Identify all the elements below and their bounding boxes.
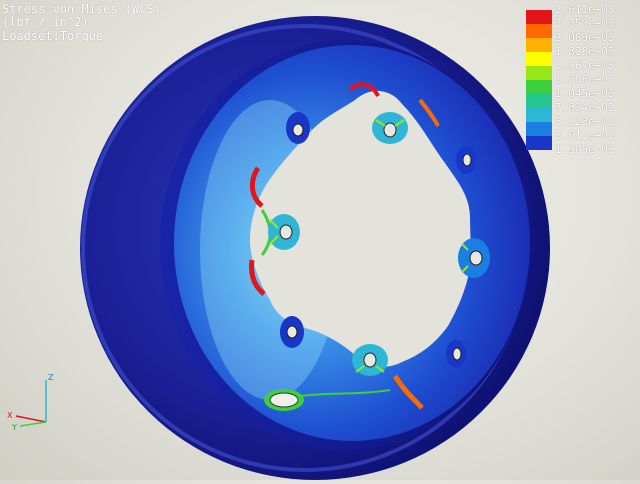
legend-value: 7.834e+02	[555, 101, 615, 114]
legend-row: 2.089e+03	[526, 32, 640, 52]
coordinate-triad: Z X Y	[7, 373, 54, 432]
legend-value: 5.223e+02	[555, 115, 615, 128]
legend-value: 2.611e+02	[555, 129, 615, 142]
stress-hotspot-left-low	[249, 259, 266, 296]
legend-row: 2.350e+03	[526, 18, 640, 38]
legend-value: 1.567e+03	[555, 59, 615, 72]
stress-band-lower	[299, 389, 391, 397]
legend-row: 2.611e+03	[526, 4, 640, 24]
stress-hotspot-left	[250, 166, 264, 208]
legend-row: 1.045e+03	[526, 88, 640, 108]
tab-upper-left	[286, 112, 310, 144]
lug-bottom	[352, 344, 388, 376]
legend-row: 1.567e+03	[526, 60, 640, 80]
legend-swatch	[526, 80, 552, 94]
legend-value: 1.305e-03	[555, 143, 615, 156]
stress-hotspot-upper	[348, 82, 380, 98]
valve-hole	[264, 389, 304, 411]
legend-value: 1.828e+03	[555, 45, 615, 58]
lug-left	[268, 214, 300, 250]
legend-value: 1.045e+03	[555, 87, 615, 100]
center-hole	[250, 90, 471, 367]
legend-row: 1.828e+03	[526, 46, 640, 66]
legend-row: 1.305e-03	[526, 144, 640, 164]
legend-swatch	[526, 52, 552, 66]
result-title: Stress von Mises (WCS)	[2, 2, 161, 16]
loadset-label: Loadset:Torque	[2, 29, 104, 43]
legend-swatch	[526, 24, 552, 38]
legend-swatch	[526, 108, 552, 122]
lug-top	[372, 112, 408, 144]
legend-swatch	[526, 94, 552, 108]
legend-value: 1.306e+03	[555, 73, 615, 86]
x-axis-label: X	[7, 411, 13, 420]
stress-color-legend: 2.611e+03 2.350e+03 2.089e+03 1.828e+03 1.56…	[526, 4, 640, 160]
legend-row: 1.306e+03	[526, 74, 640, 94]
stress-hotspot-bottom	[392, 374, 424, 410]
legend-value: 2.350e+03	[555, 17, 615, 30]
tab-lower-left	[280, 316, 304, 348]
tab-upper-right	[456, 146, 476, 174]
lug-right	[458, 238, 490, 278]
legend-value: 2.611e+03	[555, 3, 615, 16]
x-axis-line	[15, 415, 47, 423]
legend-swatch	[526, 66, 552, 80]
tab-lower-right	[446, 340, 466, 368]
legend-value: 2.089e+03	[555, 31, 615, 44]
z-axis-label: Z	[48, 373, 54, 382]
legend-swatch	[526, 38, 552, 52]
result-units: (lbf / in^2)	[2, 15, 89, 29]
legend-row: 2.611e+02	[526, 130, 640, 150]
legend-swatch	[526, 10, 552, 24]
legend-swatch	[526, 122, 552, 136]
legend-row: 5.223e+02	[526, 116, 640, 136]
y-axis-line	[19, 421, 47, 427]
legend-swatch	[526, 136, 552, 150]
legend-row: 7.834e+02	[526, 102, 640, 122]
y-axis-label: Y	[11, 423, 17, 432]
stress-hotspot-right	[418, 98, 440, 127]
